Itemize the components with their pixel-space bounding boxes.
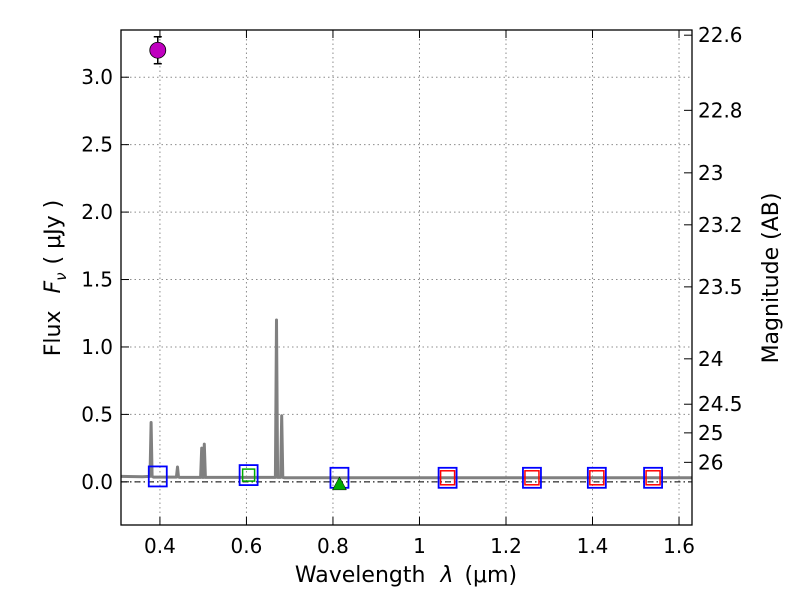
model-flux-box <box>522 466 542 489</box>
y-tick-label: 3.0 <box>81 65 113 89</box>
y-tick-label: 2.0 <box>81 200 113 224</box>
grid-lines <box>121 30 692 525</box>
y-tick-label: 0.5 <box>81 402 113 426</box>
mag-tick-label: 23 <box>698 161 723 185</box>
model-flux-box <box>586 466 607 489</box>
x-tick-label: 1 <box>413 534 426 558</box>
measurement-point <box>149 41 167 59</box>
x-tick-label: 1.4 <box>577 534 609 558</box>
x-tick-label: 0.6 <box>231 534 263 558</box>
observed-flux-box <box>439 470 456 486</box>
x-tick-label: 0.8 <box>317 534 349 558</box>
model-flux-box <box>238 464 259 486</box>
model-flux-box <box>437 466 458 489</box>
plot-frame <box>120 29 693 526</box>
x-tick-label: 1.2 <box>490 534 522 558</box>
y-tick-label: 2.5 <box>81 133 113 157</box>
upper-limit-marker <box>332 476 347 491</box>
y-axis-label: Flux Fν( μJy ) <box>41 200 70 356</box>
sed-line <box>120 318 692 480</box>
y-axis-right-label: Magnitude (AB) <box>759 193 784 364</box>
observed-flux-box <box>241 468 256 482</box>
model-flux-box <box>643 466 663 489</box>
observed-flux-box <box>589 470 605 486</box>
mag-tick-label: 25 <box>698 421 723 445</box>
y-tick-label: 0.0 <box>81 470 113 494</box>
mag-tick-label: 23.2 <box>698 213 743 237</box>
y-tick-label: 1.0 <box>81 335 113 359</box>
data-series <box>120 35 692 491</box>
model-flux-box <box>147 465 168 488</box>
y-tick-label: 1.5 <box>81 268 113 292</box>
mag-tick-label: 26 <box>698 450 723 474</box>
mag-tick-label: 24 <box>698 347 723 371</box>
mag-tick-label: 23.5 <box>698 275 743 299</box>
mag-tick-label: 22.8 <box>698 98 743 122</box>
observed-flux-box <box>645 470 661 486</box>
mag-tick-label: 24.5 <box>698 392 743 416</box>
x-axis-label: Wavelength λ (μm) <box>295 563 517 588</box>
axes: 0.4 0.6 0.8 1 1.2 1.4 1.6 0.0 0.5 1.0 1.5 2.0 2.5 3.0… <box>81 23 742 558</box>
x-tick-label: 0.4 <box>144 534 176 558</box>
observed-flux-box <box>524 470 540 486</box>
x-tick-label: 1.6 <box>663 534 695 558</box>
mag-tick-label: 22.6 <box>698 23 743 47</box>
